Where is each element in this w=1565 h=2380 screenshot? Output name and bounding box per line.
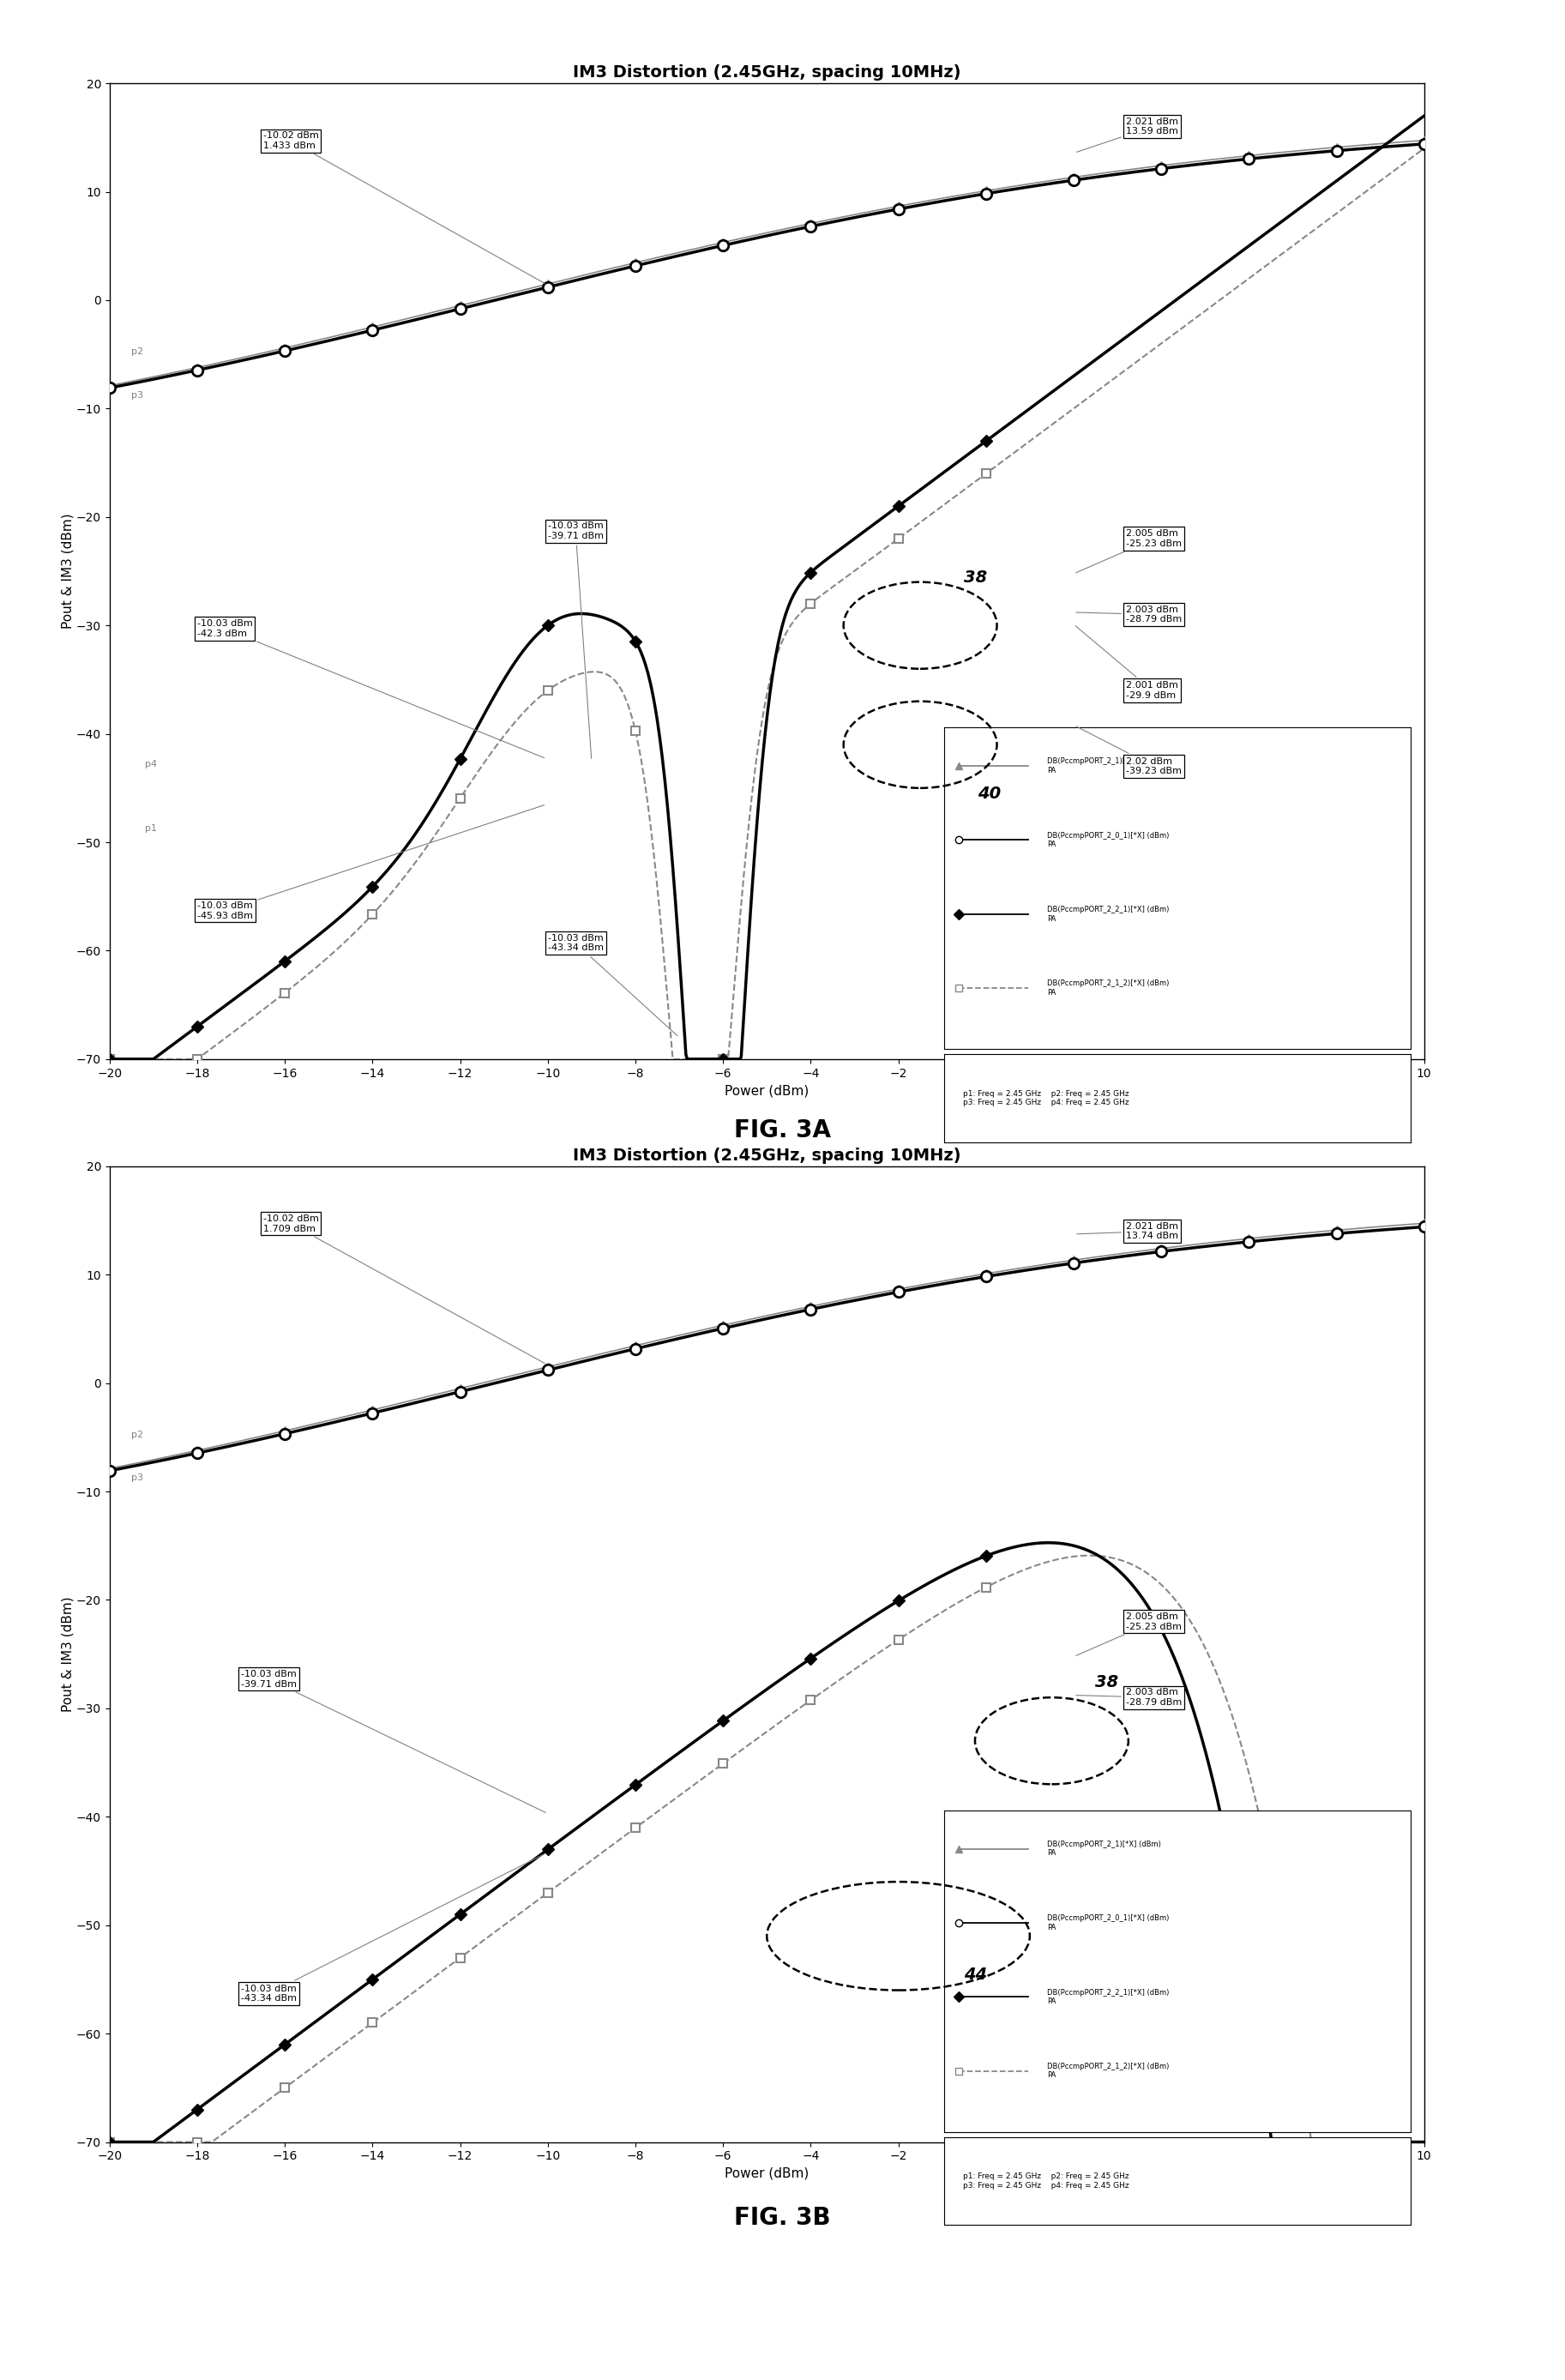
- Text: p2: p2: [131, 347, 144, 357]
- Text: 38: 38: [1096, 1673, 1119, 1690]
- Text: 2.003 dBm
-28.79 dBm: 2.003 dBm -28.79 dBm: [1077, 605, 1182, 624]
- Text: -10.03 dBm
-42.3 dBm: -10.03 dBm -42.3 dBm: [197, 619, 545, 757]
- Text: 2.02 dBm
-39.23 dBm: 2.02 dBm -39.23 dBm: [1077, 726, 1182, 776]
- X-axis label: Power (dBm): Power (dBm): [725, 2168, 809, 2180]
- Text: p1: p1: [144, 823, 157, 833]
- Text: 38: 38: [964, 569, 988, 585]
- Text: p3: p3: [131, 1473, 144, 1483]
- Text: 2.003 dBm
-28.79 dBm: 2.003 dBm -28.79 dBm: [1077, 1687, 1182, 1706]
- Text: 2.021 dBm
13.59 dBm: 2.021 dBm 13.59 dBm: [1077, 117, 1178, 152]
- Text: 2.001 dBm
-29.9 dBm: 2.001 dBm -29.9 dBm: [1075, 626, 1178, 700]
- Text: -10.03 dBm
-39.71 dBm: -10.03 dBm -39.71 dBm: [241, 1671, 546, 1814]
- Y-axis label: Pout & IM3 (dBm): Pout & IM3 (dBm): [61, 1597, 74, 1711]
- Text: FIG. 3A: FIG. 3A: [734, 1119, 831, 1142]
- Text: -10.03 dBm
-43.34 dBm: -10.03 dBm -43.34 dBm: [548, 933, 678, 1035]
- Title: IM3 Distortion (2.45GHz, spacing 10MHz): IM3 Distortion (2.45GHz, spacing 10MHz): [573, 64, 961, 81]
- Text: p2: p2: [131, 1430, 144, 1440]
- Text: FIG. 3B: FIG. 3B: [734, 2206, 831, 2230]
- Text: -10.03 dBm
-45.93 dBm: -10.03 dBm -45.93 dBm: [197, 804, 545, 919]
- Text: -10.03 dBm
-43.34 dBm: -10.03 dBm -43.34 dBm: [241, 1854, 545, 2002]
- Text: -10.02 dBm
1.709 dBm: -10.02 dBm 1.709 dBm: [263, 1214, 545, 1364]
- Text: p3: p3: [131, 390, 144, 400]
- Text: 2.021 dBm
13.74 dBm: 2.021 dBm 13.74 dBm: [1077, 1221, 1178, 1240]
- Text: -10.03 dBm
-39.71 dBm: -10.03 dBm -39.71 dBm: [548, 521, 604, 759]
- Text: -10.02 dBm
1.433 dBm: -10.02 dBm 1.433 dBm: [263, 131, 545, 283]
- Text: p4: p4: [144, 759, 157, 769]
- Title: IM3 Distortion (2.45GHz, spacing 10MHz): IM3 Distortion (2.45GHz, spacing 10MHz): [573, 1147, 961, 1164]
- X-axis label: Power (dBm): Power (dBm): [725, 1085, 809, 1097]
- Y-axis label: Pout & IM3 (dBm): Pout & IM3 (dBm): [61, 514, 74, 628]
- Text: 44: 44: [964, 1966, 988, 1983]
- Text: 2.005 dBm
-25.23 dBm: 2.005 dBm -25.23 dBm: [1077, 1611, 1182, 1656]
- Text: 2.005 dBm
-25.23 dBm: 2.005 dBm -25.23 dBm: [1077, 528, 1182, 574]
- Text: 40: 40: [977, 785, 1000, 802]
